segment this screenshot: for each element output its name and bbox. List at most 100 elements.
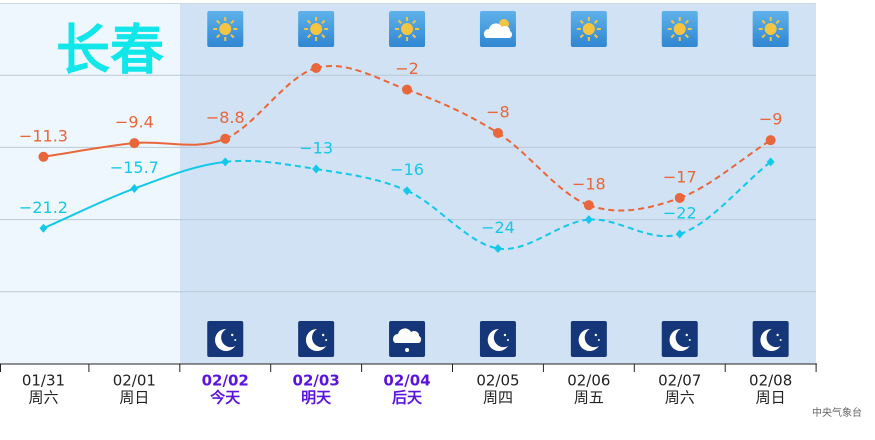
- star: [234, 339, 237, 341]
- sun-ray: [579, 19, 584, 25]
- moon: [487, 328, 508, 351]
- line-segment: [225, 159, 317, 171]
- low-point: [493, 243, 502, 253]
- x-tick-label: 02/02: [202, 372, 249, 390]
- high-point: [765, 135, 776, 146]
- sun-ray: [230, 33, 235, 39]
- value-label: −2: [395, 59, 419, 78]
- x-tick-label: 02/01: [113, 372, 156, 390]
- moon: [578, 328, 599, 351]
- x-tick-label: 02/06: [567, 372, 610, 390]
- sun: [764, 23, 777, 35]
- value-label: −15.7: [110, 158, 159, 177]
- low-point: [675, 229, 684, 239]
- value-label: −21.2: [19, 198, 68, 217]
- moon: [305, 328, 327, 351]
- low-point: [584, 215, 593, 225]
- weekday-label: 周四: [483, 389, 513, 407]
- sun-ray: [306, 19, 312, 25]
- city-title: 长春: [56, 19, 164, 82]
- value-label: −24: [481, 218, 515, 237]
- high-point: [583, 200, 594, 211]
- value-label: −11.3: [19, 126, 68, 145]
- high-point: [402, 84, 413, 95]
- value-label: −13: [299, 139, 333, 158]
- sun-ray: [397, 19, 403, 25]
- moon: [669, 328, 690, 351]
- high-point: [311, 62, 322, 73]
- snow: [405, 348, 410, 352]
- sun-ray: [775, 19, 780, 25]
- x-tick-label: 02/07: [658, 372, 701, 390]
- line-segment: [406, 88, 499, 134]
- night-icon: [570, 321, 607, 357]
- high-point: [220, 133, 231, 144]
- star: [594, 333, 598, 337]
- line-segment: [497, 132, 590, 207]
- night-icon: [298, 321, 335, 357]
- night-icon: [479, 321, 516, 357]
- sun-ray: [579, 33, 584, 39]
- sun: [401, 23, 414, 35]
- sun: [582, 23, 595, 35]
- weekday-label: 今天: [209, 389, 241, 407]
- line-segment: [315, 168, 408, 192]
- sun-ray: [216, 33, 221, 39]
- high-point: [129, 138, 140, 149]
- sun-ray: [306, 33, 312, 39]
- line-segment: [406, 189, 499, 250]
- sun-ray: [230, 19, 235, 25]
- sun-ray: [761, 33, 766, 39]
- line-segment: [43, 187, 135, 230]
- sun-ray: [775, 33, 780, 39]
- weekday-label: 明天: [301, 389, 332, 407]
- star: [231, 333, 234, 337]
- star: [325, 339, 328, 341]
- line-segment: [315, 65, 408, 91]
- sun-ray: [593, 33, 599, 39]
- low-point: [403, 186, 412, 196]
- line-segment: [134, 160, 226, 190]
- star: [506, 339, 509, 341]
- line-segment: [679, 139, 772, 199]
- sun: [673, 23, 686, 35]
- x-tick-label: 02/05: [476, 372, 519, 390]
- sun: [219, 23, 232, 35]
- star: [597, 339, 600, 341]
- low-point: [39, 223, 48, 233]
- star: [776, 333, 779, 337]
- night-icon: [661, 321, 698, 357]
- weekday-label: 周五: [574, 389, 604, 407]
- icons: [207, 11, 789, 357]
- line-segment: [679, 161, 772, 235]
- line-segment: [224, 67, 317, 140]
- line-segment: [134, 137, 226, 146]
- weekday-label: 周六: [665, 389, 695, 407]
- sun-ray: [411, 19, 417, 25]
- sun-ray: [684, 19, 689, 25]
- value-label: −9.4: [115, 113, 154, 132]
- night-icon: [752, 321, 789, 357]
- low-point: [312, 164, 321, 174]
- moon: [215, 328, 236, 351]
- star: [688, 339, 691, 341]
- star: [321, 333, 325, 337]
- star: [779, 339, 782, 341]
- low-point: [766, 157, 775, 167]
- weekday-label: 周日: [756, 389, 786, 407]
- value-label: −8.8: [206, 108, 245, 127]
- source: 中央气象台: [812, 406, 862, 419]
- moon: [760, 328, 781, 351]
- line-segment: [43, 142, 135, 158]
- sun-ray: [684, 33, 689, 39]
- value-label: −8: [486, 102, 510, 121]
- high-point: [674, 192, 685, 203]
- sun-ray: [216, 19, 221, 25]
- weekday-label: 后天: [392, 389, 423, 407]
- line-segment: [588, 218, 681, 238]
- sun-ray: [397, 33, 403, 39]
- value-label: −16: [390, 160, 424, 179]
- sun: [310, 23, 323, 35]
